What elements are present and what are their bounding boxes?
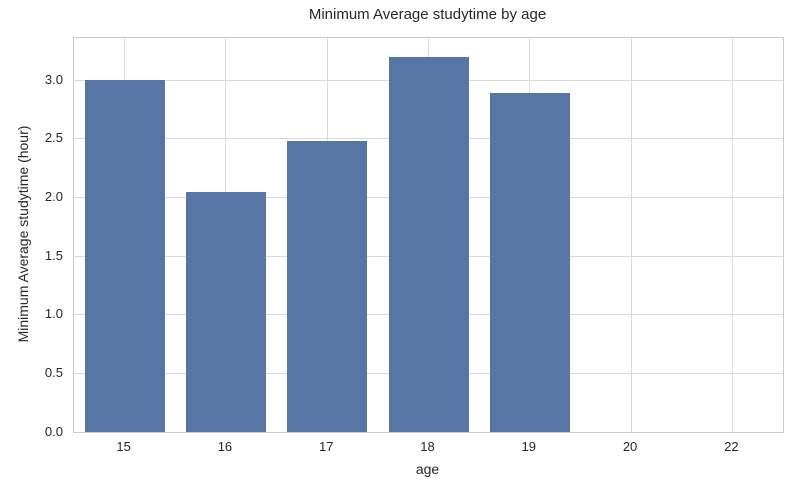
y-tick-label: 2.0 <box>44 188 63 204</box>
v-gridline <box>731 38 733 432</box>
x-axis-label: age <box>415 461 440 477</box>
x-tick-label: 22 <box>724 439 739 454</box>
v-gridline <box>630 38 632 432</box>
x-tick-label: 15 <box>116 439 131 454</box>
y-tick-label: 0.5 <box>44 364 63 380</box>
bar-age-17 <box>287 141 368 432</box>
y-tick-label: 1.5 <box>44 247 63 263</box>
bar-age-16 <box>185 192 266 432</box>
x-tick-label: 17 <box>318 439 334 454</box>
bar-age-19 <box>489 93 570 432</box>
chart-title: Minimum Average studytime by age <box>308 6 547 23</box>
y-tick-label: 2.5 <box>44 130 63 146</box>
x-tick-label: 16 <box>217 439 233 454</box>
y-tick-label: 3.0 <box>44 71 63 87</box>
y-tick-label: 1.0 <box>44 306 63 322</box>
x-tick-label: 19 <box>521 439 537 454</box>
bar-age-15 <box>84 80 165 432</box>
plot-area <box>73 37 784 433</box>
bar-age-18 <box>388 57 469 432</box>
y-tick-label: 0.0 <box>44 423 63 439</box>
x-tick-label: 18 <box>420 439 435 454</box>
x-tick-label: 20 <box>622 439 638 454</box>
